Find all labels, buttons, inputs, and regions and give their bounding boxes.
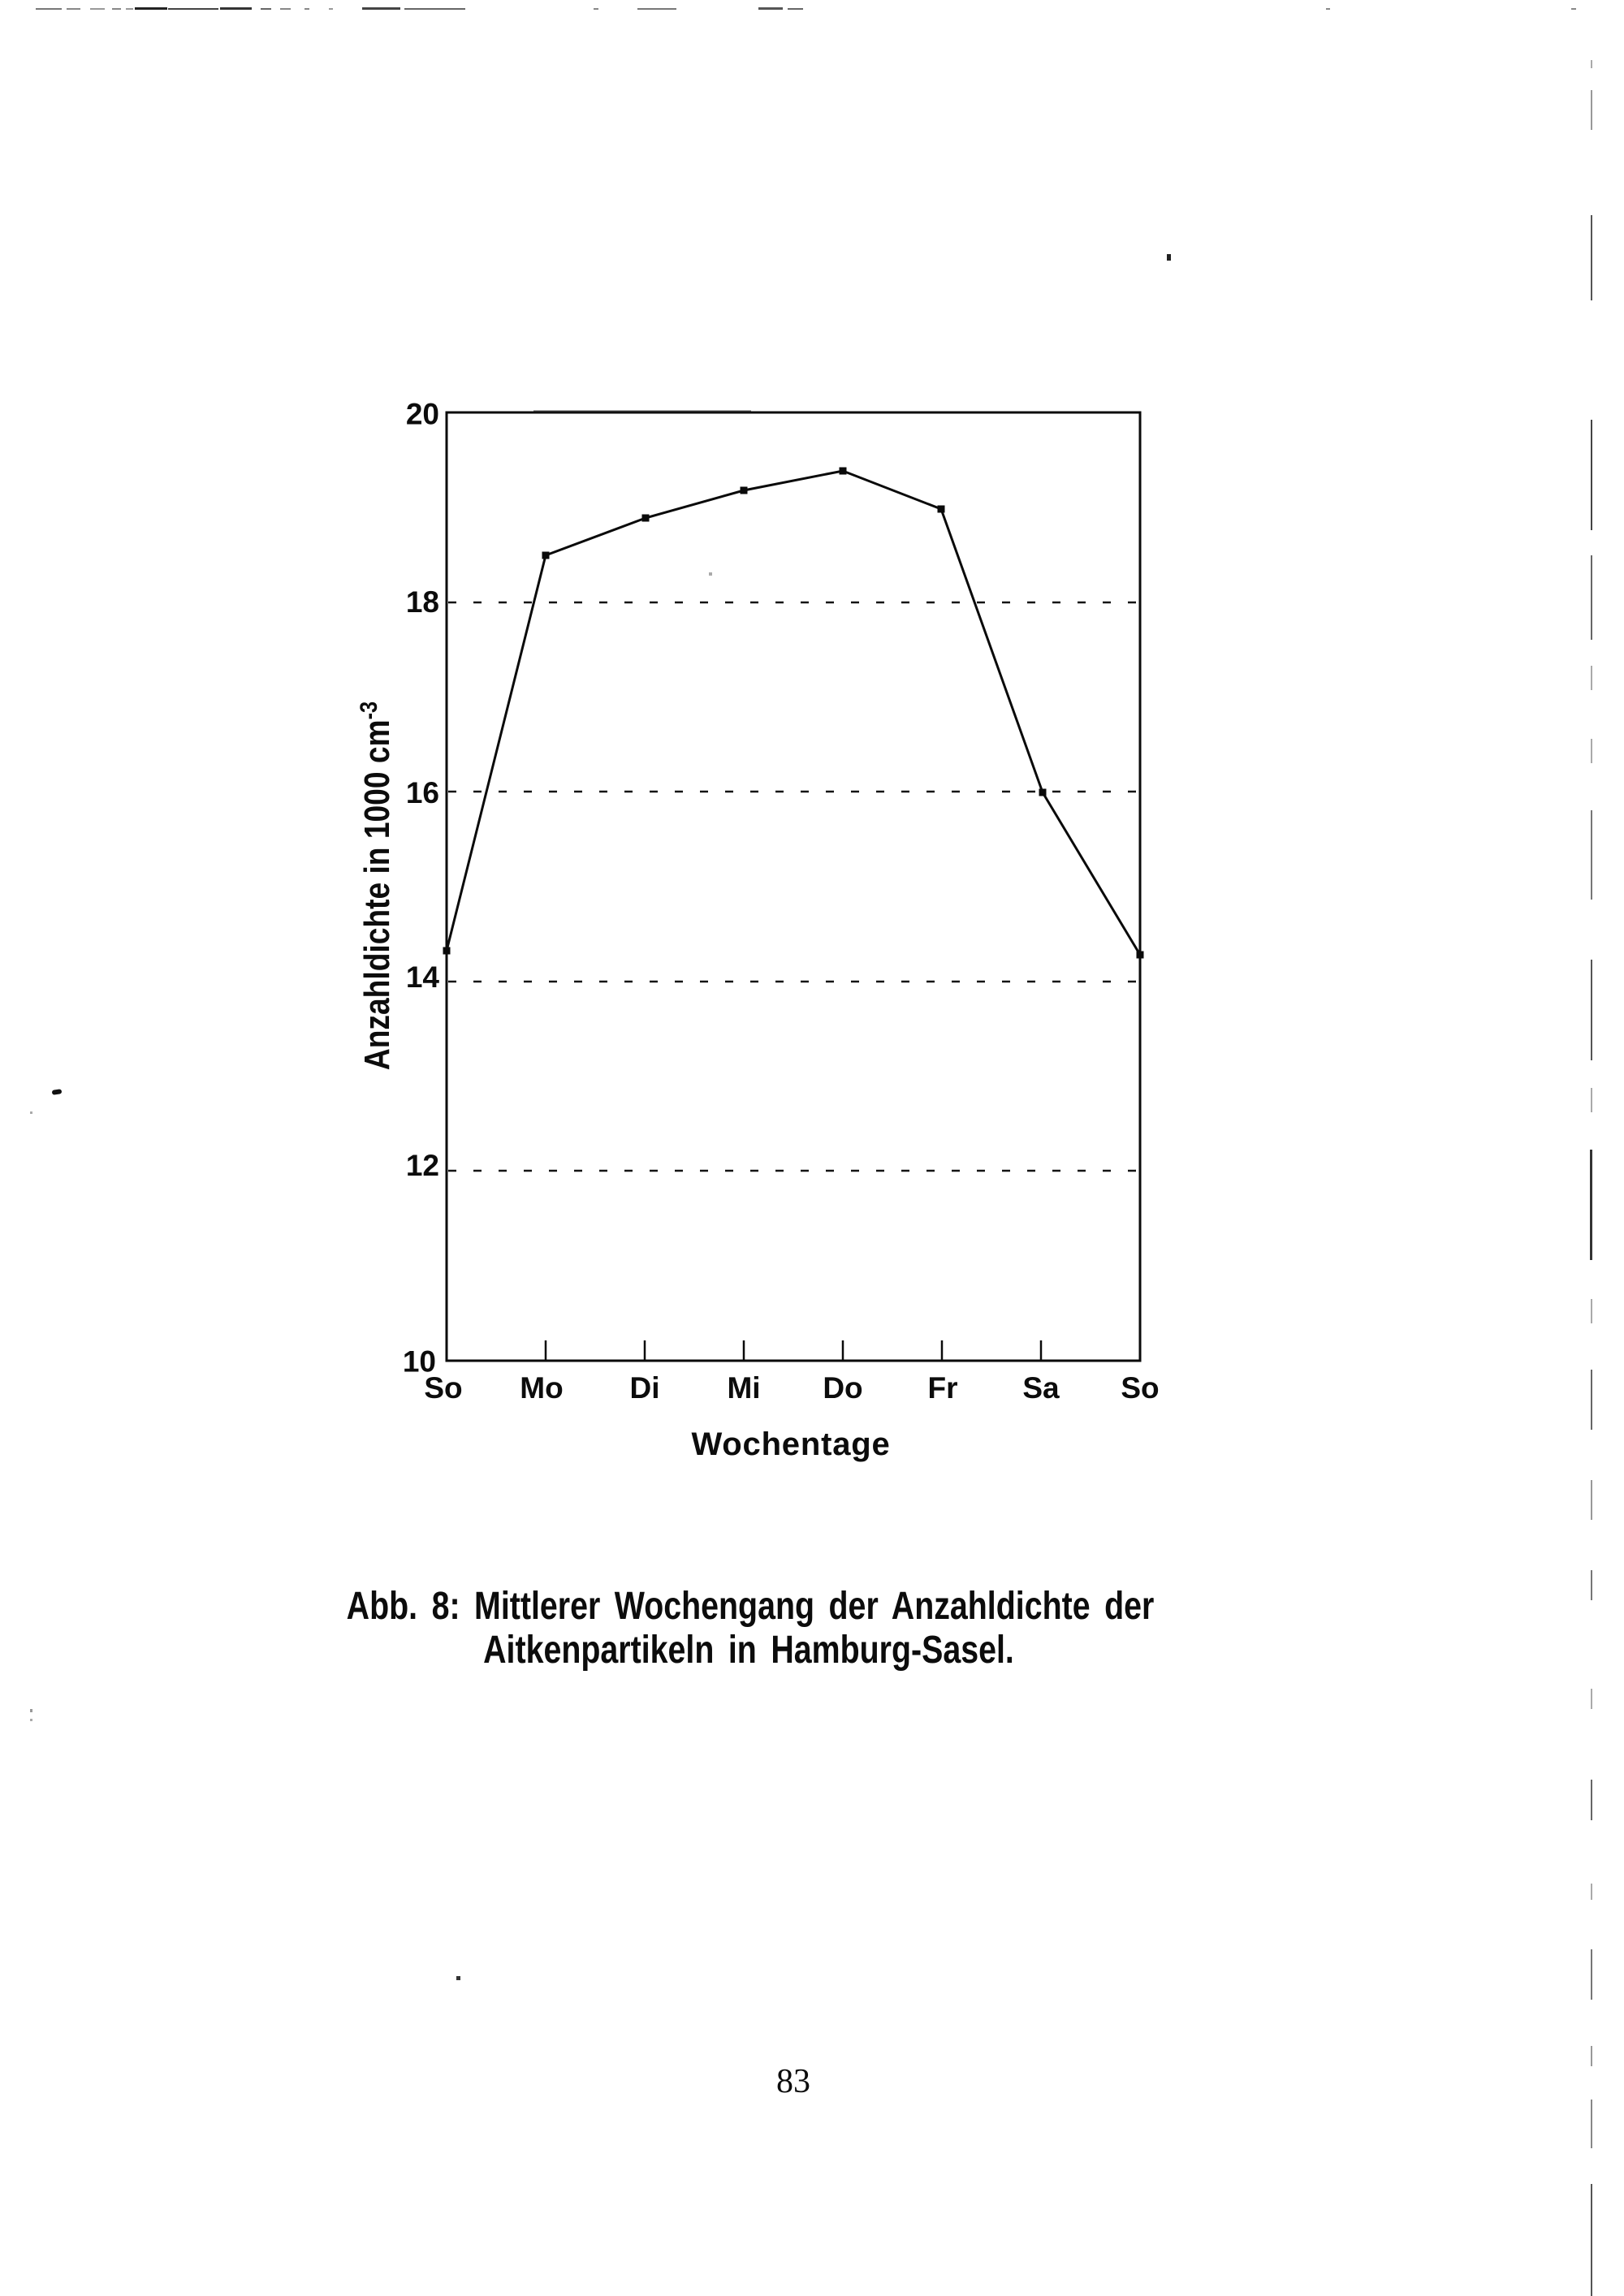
svg-text:Fr: Fr bbox=[928, 1371, 958, 1405]
svg-text:Anzahldichte in 1000 cm-3: Anzahldichte in 1000 cm-3 bbox=[355, 701, 397, 1070]
svg-text:Mi: Mi bbox=[727, 1371, 760, 1405]
svg-text:10: 10 bbox=[403, 1345, 436, 1379]
svg-text:83: 83 bbox=[776, 2063, 810, 2100]
svg-text:12: 12 bbox=[406, 1149, 439, 1182]
svg-text:18: 18 bbox=[406, 585, 439, 619]
svg-text:So: So bbox=[1121, 1371, 1159, 1405]
svg-text:So: So bbox=[424, 1371, 462, 1405]
svg-text:Abb. 8: Mittlerer Wochengang d: Abb. 8: Mittlerer Wochengang der Anzahld… bbox=[347, 1584, 1155, 1628]
svg-text:Wochentage: Wochentage bbox=[691, 1426, 890, 1462]
svg-text:Do: Do bbox=[823, 1371, 862, 1405]
svg-text:Mo: Mo bbox=[520, 1371, 563, 1405]
svg-text:Aitkenpartikeln in Hamburg-Sas: Aitkenpartikeln in Hamburg-Sasel. bbox=[483, 1628, 1014, 1672]
svg-text:Sa: Sa bbox=[1022, 1371, 1060, 1405]
svg-text:16: 16 bbox=[406, 776, 439, 809]
svg-text:14: 14 bbox=[406, 960, 440, 994]
svg-text:20: 20 bbox=[406, 398, 439, 431]
svg-text:Di: Di bbox=[630, 1371, 660, 1405]
